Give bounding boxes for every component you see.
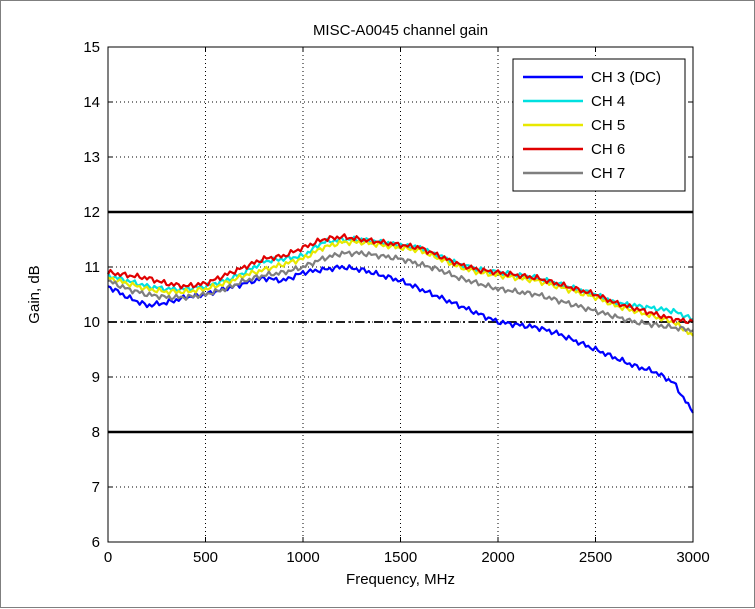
x-tick-label: 2500 — [579, 549, 612, 566]
reference-lines — [108, 210, 693, 434]
y-tick-label: 13 — [83, 149, 100, 166]
x-tick-label: 1000 — [286, 549, 319, 566]
series-lines — [107, 233, 694, 414]
axis-ticks — [107, 46, 694, 543]
legend-label: CH 3 (DC) — [591, 69, 661, 86]
x-tick-label: 0 — [104, 549, 112, 566]
x-axis-label: Frequency, MHz — [346, 571, 455, 588]
x-tick-label: 2000 — [481, 549, 514, 566]
chart-title: MISC-A0045 channel gain — [313, 22, 488, 39]
legend: CH 3 (DC) CH 4 CH 5 CH 6 CH 7 — [512, 58, 686, 192]
x-tick-label: 500 — [193, 549, 218, 566]
y-tick-label: 14 — [83, 94, 100, 111]
x-tick-label: 3000 — [676, 549, 709, 566]
legend-label: CH 7 — [591, 165, 625, 182]
y-tick-label: 10 — [83, 314, 100, 331]
x-tick-label: 1500 — [384, 549, 417, 566]
series-line-ch-6 — [107, 233, 694, 325]
y-axis-label: Gain, dB — [26, 265, 43, 323]
y-tick-label: 15 — [83, 39, 100, 56]
y-tick-label: 8 — [92, 424, 100, 441]
y-tick-label: 7 — [92, 479, 100, 496]
legend-label: CH 4 — [591, 93, 625, 110]
legend-label: CH 6 — [591, 141, 625, 158]
y-tick-label: 11 — [84, 259, 100, 276]
y-tick-label: 6 — [92, 534, 100, 551]
y-tick-label: 12 — [83, 204, 100, 221]
series-line-ch-7 — [107, 250, 694, 333]
tick-labels: 0 500 1000 1500 2000 2500 3000 6 7 8 9 10 11 12 13 14 15 — [83, 39, 709, 566]
legend-label: CH 5 — [591, 117, 625, 134]
y-tick-label: 9 — [92, 369, 100, 386]
